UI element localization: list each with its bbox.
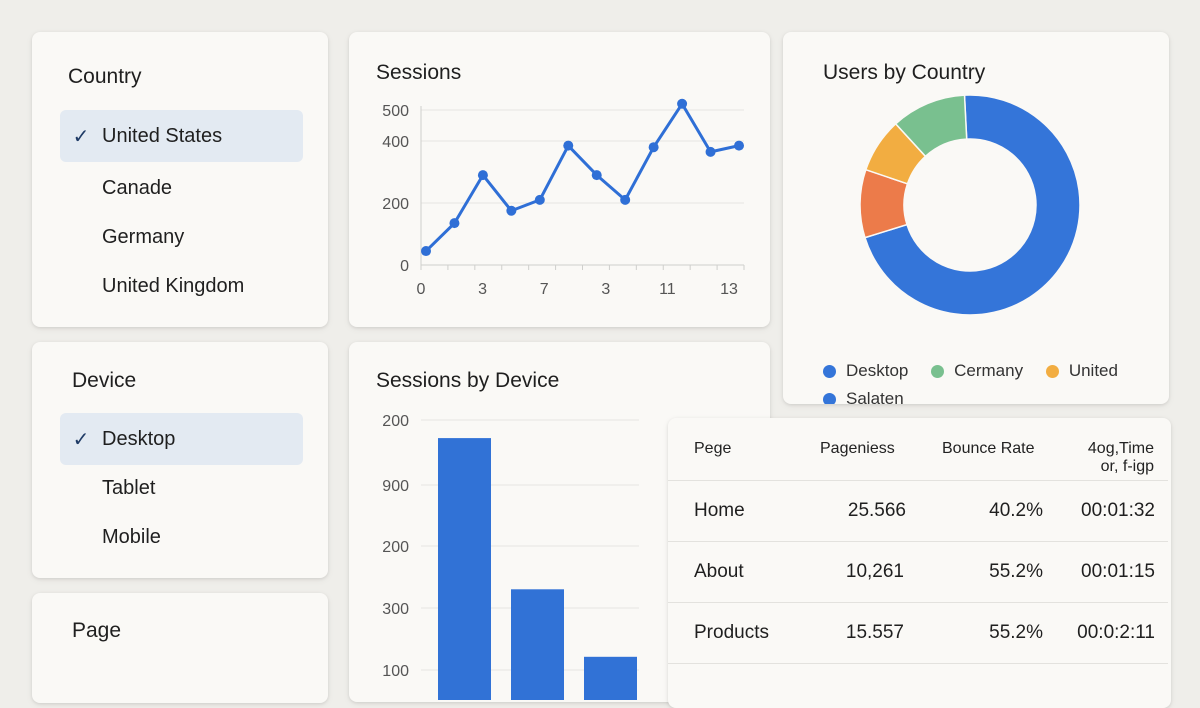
cell-pageviews: 10,261	[845, 561, 904, 582]
legend-label: United	[1068, 361, 1118, 380]
sessions-by-device-title: Sessions by Device	[376, 369, 560, 392]
device-option-label: Desktop	[102, 427, 176, 450]
y-tick-label: 200	[382, 413, 409, 430]
country-option-canade[interactable]: Canade	[60, 162, 303, 214]
country-filter-card: Country ✓ United States Canade Germany U…	[32, 32, 328, 327]
column-header-avg-time-line1: 4og,Time	[1087, 440, 1154, 457]
legend-dot	[823, 392, 836, 404]
checkmark-icon: ✓	[72, 428, 90, 451]
sessions-chart-title: Sessions	[376, 61, 462, 84]
data-point	[648, 142, 659, 153]
table-row[interactable]: Home 25.566 40.2% 00:01:32	[668, 481, 1168, 542]
cell-bounce-rate: 55.2%	[989, 622, 1043, 643]
table-row[interactable]	[668, 664, 1168, 708]
device-option-desktop[interactable]: ✓ Desktop	[60, 413, 303, 465]
table-row[interactable]: About 10,261 55.2% 00:01:15	[668, 542, 1168, 603]
legend-label: Salaten	[846, 389, 904, 404]
cell-avg-time: 00:01:15	[1081, 561, 1155, 582]
data-point	[534, 194, 545, 205]
cell-avg-time: 00:01:32	[1081, 500, 1155, 521]
data-point	[506, 205, 517, 216]
page-filter-title: Page	[72, 619, 122, 642]
y-tick-label: 200	[382, 196, 409, 213]
country-option-label: United States	[102, 124, 223, 147]
legend-item: Salaten	[823, 385, 904, 404]
country-option-united-kingdom[interactable]: United Kingdom	[60, 260, 303, 312]
country-option-united-states[interactable]: ✓ United States	[60, 110, 303, 162]
users-by-country-title: Users by Country	[823, 61, 986, 84]
device-bar	[511, 589, 564, 700]
legend-item: United	[1045, 357, 1118, 385]
data-point	[421, 246, 431, 257]
table-header: Pege Pageniess Bounce Rate 4og,Time or, …	[668, 418, 1168, 481]
x-tick-label: 7	[540, 281, 549, 298]
x-tick-label: 0	[417, 281, 426, 298]
y-tick-label: 200	[382, 539, 409, 556]
data-point	[734, 140, 744, 151]
sessions-line	[424, 102, 740, 253]
cell-page: Home	[694, 500, 745, 521]
data-point	[591, 170, 602, 181]
users-by-country-donut	[859, 94, 1081, 316]
country-option-germany[interactable]: Germany	[60, 211, 303, 263]
data-point	[620, 194, 631, 205]
donut-slice	[864, 94, 1081, 316]
legend-item: Cermany	[931, 357, 1023, 385]
legend-dot	[931, 364, 945, 378]
cell-bounce-rate: 40.2%	[989, 500, 1043, 521]
data-point	[477, 170, 488, 181]
cell-pageviews: 25.566	[847, 500, 906, 521]
y-tick-label: 400	[382, 134, 409, 151]
donut-legend: Desktop Cermany United Salaten	[823, 357, 1169, 404]
x-tick-label: 13	[720, 281, 738, 298]
legend-dot	[823, 364, 836, 378]
device-option-label: Mobile	[102, 525, 161, 548]
column-header-pageviews[interactable]: Pageniess	[820, 440, 895, 457]
legend-item: Desktop	[823, 357, 908, 385]
donut-slice	[894, 94, 968, 158]
country-option-label: Canade	[102, 176, 173, 199]
legend-label: Cermany	[954, 361, 1024, 380]
sessions-line-chart: 500 400 200 00 3 7 3 11 13	[382, 98, 745, 298]
country-option-label: Germany	[102, 225, 185, 248]
column-header-avg-time[interactable]: 4og,Time or, f-igp	[1074, 440, 1154, 476]
x-tick-label: 3	[478, 281, 487, 298]
device-filter-card: Device ✓ Desktop Tablet Mobile	[32, 342, 328, 578]
cell-avg-time: 00:0:2:11	[1077, 622, 1155, 643]
y-tick-label: 0	[400, 258, 409, 275]
data-point	[563, 140, 574, 151]
device-bar	[438, 438, 491, 700]
sessions-chart-card: Sessions 500 400 200 0 0 3 7 3 11 13	[349, 32, 770, 327]
y-tick-label: 900	[382, 478, 409, 495]
data-point	[449, 218, 460, 229]
device-option-tablet[interactable]: Tablet	[60, 462, 303, 514]
cell-bounce-rate: 55.2%	[989, 561, 1043, 582]
data-point	[705, 146, 716, 157]
y-tick-label: 500	[382, 103, 409, 120]
table-row[interactable]: Products 15.557 55.2% 00:0:2:11	[668, 603, 1168, 664]
page-filter-card: Page	[32, 593, 328, 703]
column-header-avg-time-line2: or, f-igp	[1100, 458, 1154, 475]
pages-table-card: Pege Pageniess Bounce Rate 4og,Time or, …	[668, 418, 1171, 708]
column-header-bounce-rate[interactable]: Bounce Rate	[942, 440, 1035, 457]
cell-page: Products	[694, 622, 769, 643]
users-by-country-card: Users by Country Desktop Cermany United …	[783, 32, 1169, 404]
data-point	[677, 98, 688, 109]
x-tick-label: 11	[659, 281, 676, 298]
legend-label: Desktop	[846, 361, 909, 380]
column-header-page[interactable]: Pege	[694, 440, 732, 457]
device-filter-title: Device	[72, 369, 137, 392]
y-tick-label: 100	[382, 663, 409, 680]
y-tick-label: 300	[382, 601, 409, 618]
x-tick-label: 3	[601, 281, 610, 298]
legend-dot	[1045, 364, 1059, 378]
country-filter-title: Country	[68, 65, 142, 88]
cell-page: About	[694, 561, 744, 582]
device-option-mobile[interactable]: Mobile	[60, 511, 303, 563]
country-option-label: United Kingdom	[102, 274, 245, 297]
device-option-label: Tablet	[102, 476, 156, 499]
device-bar	[584, 656, 637, 700]
checkmark-icon: ✓	[72, 125, 90, 148]
cell-pageviews: 15.557	[845, 622, 904, 643]
